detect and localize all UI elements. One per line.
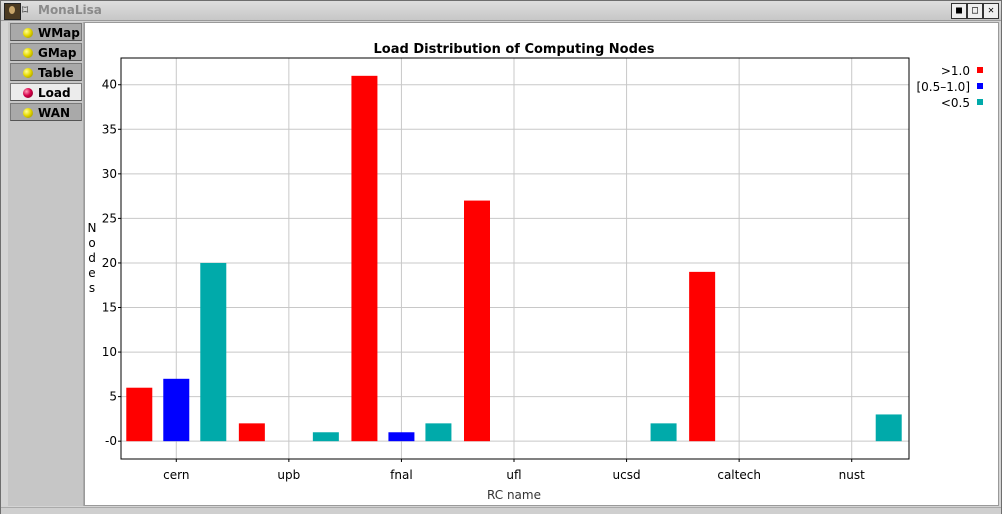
y-axis-label-letter: N: [88, 221, 97, 235]
legend-label: >1.0: [941, 64, 970, 78]
tab-load[interactable]: Load: [10, 83, 82, 101]
x-tick-label: ucsd: [613, 468, 641, 482]
bar-fnal: [388, 432, 415, 442]
yellow-ball-icon: [23, 108, 33, 118]
sidebar-tabs: WMap GMap Table Load WAN: [8, 22, 84, 506]
y-axis-label-letter: e: [88, 266, 95, 280]
pin-icon[interactable]: ⌑: [22, 3, 29, 17]
legend-swatch: [977, 99, 983, 105]
bar-ufl: [464, 200, 490, 442]
red-ball-icon: [23, 88, 33, 98]
bars: [126, 75, 902, 442]
x-tick-label: cern: [163, 468, 189, 482]
tab-label: Table: [38, 66, 74, 80]
y-tick-label: 40: [102, 78, 117, 92]
yellow-ball-icon: [23, 68, 33, 78]
y-tick-label: 35: [102, 122, 117, 136]
y-tick-label: 15: [102, 301, 117, 315]
y-axis-label-letter: d: [88, 251, 96, 265]
tab-label: WAN: [38, 106, 71, 120]
y-axis-ticks: -0 5 10 15 20 25 30 35 40: [102, 78, 121, 448]
legend-label: [0.5–1.0]: [916, 80, 970, 94]
chart-panel: -0 5 10 15 20 25 30 35 40 cern upb fnal ufl ucsd calt…: [84, 22, 999, 506]
y-axis-label-letter: s: [89, 281, 95, 295]
x-tick-label: fnal: [390, 468, 413, 482]
title-bar[interactable]: ⌑ MonaLisa ■ □ ✕: [1, 1, 1001, 21]
legend-swatch: [977, 67, 983, 73]
legend-swatch: [977, 83, 983, 89]
y-tick-label: 10: [102, 345, 117, 359]
y-axis-label-letter: o: [88, 236, 95, 250]
tab-gmap[interactable]: GMap: [10, 43, 82, 61]
legend: >1.0 [0.5–1.0] <0.5: [916, 64, 983, 110]
tab-label: GMap: [38, 46, 77, 60]
bar-fnal: [425, 423, 452, 442]
close-button[interactable]: ✕: [983, 3, 999, 19]
maximize-button[interactable]: □: [967, 3, 983, 19]
plot-area-border: [120, 57, 910, 460]
y-tick-label: 25: [102, 211, 117, 225]
y-tick-label: 5: [109, 390, 117, 404]
tab-table[interactable]: Table: [10, 63, 82, 81]
load-distribution-chart: -0 5 10 15 20 25 30 35 40 cern upb fnal ufl ucsd calt…: [88, 42, 983, 502]
bar-cern: [163, 378, 190, 442]
chart-title: Load Distribution of Computing Nodes: [374, 42, 655, 57]
bar-cern: [200, 262, 227, 442]
y-tick-label: 20: [102, 256, 117, 270]
bar-upb: [312, 432, 339, 442]
x-tick-label: ufl: [506, 468, 521, 482]
window-title: MonaLisa: [38, 3, 102, 17]
bar-ucsd: [650, 423, 677, 442]
bar-cern: [126, 387, 153, 442]
tab-label: WMap: [38, 26, 80, 40]
legend-label: <0.5: [941, 96, 970, 110]
x-tick-label: nust: [839, 468, 865, 482]
minimize-button[interactable]: ■: [951, 3, 967, 19]
bar-caltech: [689, 271, 716, 442]
grid-lines: [121, 58, 909, 459]
mona-lisa-app-icon: [4, 3, 21, 20]
y-axis-label: Nodes: [88, 221, 97, 295]
bottom-border: [1, 507, 1001, 514]
bar-nust: [875, 414, 902, 442]
x-axis-ticks: cern upb fnal ufl ucsd caltech nust: [163, 459, 865, 482]
bar-fnal: [351, 75, 378, 442]
x-tick-label: caltech: [717, 468, 761, 482]
tab-label: Load: [38, 86, 71, 100]
yellow-ball-icon: [23, 28, 33, 38]
yellow-ball-icon: [23, 48, 33, 58]
tab-wan[interactable]: WAN: [10, 103, 82, 121]
y-tick-label: -0: [105, 434, 117, 448]
tab-wmap[interactable]: WMap: [10, 23, 82, 41]
x-axis-label: RC name: [487, 488, 541, 502]
x-tick-label: upb: [277, 468, 300, 482]
y-tick-label: 30: [102, 167, 117, 181]
bar-upb: [238, 423, 265, 442]
